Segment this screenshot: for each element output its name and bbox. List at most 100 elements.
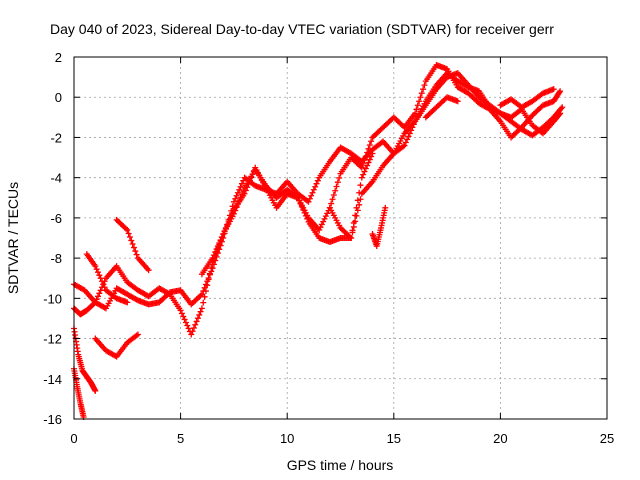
data-point-marker [348, 235, 355, 241]
series-9 [369, 204, 389, 250]
data-point-marker [309, 189, 316, 196]
data-point-marker [556, 89, 563, 96]
data-point-marker [559, 104, 566, 111]
data-point-marker [336, 174, 343, 181]
data-point-marker [125, 230, 132, 237]
x-tick-label: 20 [493, 431, 507, 446]
data-point-marker [360, 171, 367, 178]
data-point-marker [201, 293, 208, 300]
data-point-marker [128, 237, 135, 244]
data-point-marker [364, 149, 371, 156]
data-point-marker [356, 189, 363, 196]
data-point-marker [413, 106, 420, 113]
data-point-marker [96, 290, 103, 297]
data-point-marker [358, 164, 365, 171]
data-point-marker [293, 193, 300, 200]
data-point-marker [132, 248, 139, 255]
data-point-marker [361, 168, 368, 175]
data-point-marker [332, 187, 339, 194]
data-point-marker [361, 157, 368, 164]
x-tick-label: 10 [280, 431, 294, 446]
data-point-marker [208, 264, 215, 271]
data-point-marker [350, 219, 357, 226]
y-tick-label: 2 [55, 50, 62, 65]
data-point-marker [301, 209, 308, 216]
data-point-marker [122, 225, 129, 232]
axis-ticks: 0 5 10 15 20 25 -16 -14 -12 -10 -8 -6 -4 -2 0 2 [43, 50, 614, 446]
data-point-marker [313, 180, 320, 187]
series-2 [198, 70, 566, 278]
data-point-marker [182, 319, 189, 326]
plot-frame [73, 56, 608, 420]
data-point-marker [96, 272, 103, 279]
data-point-marker [129, 241, 136, 248]
data-point-marker [366, 156, 373, 163]
data-point-marker [362, 165, 369, 172]
data-point-marker [402, 139, 409, 146]
data-point-marker [202, 288, 209, 295]
data-point-marker [94, 269, 101, 276]
chart-title: Day 040 of 2023, Sidereal Day-to-day VTE… [50, 21, 554, 37]
x-tick-label: 15 [387, 431, 401, 446]
data-point-marker [192, 321, 199, 328]
series-0 [71, 70, 564, 312]
data-point-marker [365, 159, 372, 166]
data-point-marker [236, 197, 243, 204]
data-point-marker [238, 191, 245, 198]
y-tick-label: -6 [50, 211, 62, 226]
data-point-marker [97, 275, 104, 282]
data-point-marker [197, 308, 204, 315]
data-point-marker [214, 243, 221, 250]
data-point-marker [200, 299, 207, 306]
data-point-marker [126, 233, 133, 240]
series-1 [71, 62, 564, 338]
x-axis-label: GPS time / hours [287, 457, 394, 473]
series-5 [71, 365, 87, 420]
data-point-marker [237, 194, 244, 201]
data-point-marker [190, 324, 197, 331]
data-point-marker [321, 215, 328, 222]
data-point-marker [230, 198, 237, 205]
data-point-marker [238, 180, 245, 187]
data-point-marker [454, 98, 461, 105]
data-point-marker [418, 90, 425, 97]
y-tick-label: -10 [43, 291, 62, 306]
data-point-marker [124, 299, 131, 306]
data-point-marker [180, 313, 187, 320]
y-tick-label: -2 [50, 130, 62, 145]
data-point-marker [300, 206, 307, 213]
data-point-marker [368, 138, 375, 145]
data-point-marker [404, 136, 411, 143]
data-point-marker [329, 196, 336, 203]
data-point-marker [177, 307, 184, 314]
data-point-marker [401, 142, 408, 149]
data-point-marker [202, 281, 209, 288]
data-point-marker [133, 332, 140, 339]
data-point-marker [189, 328, 196, 335]
data-point-marker [328, 200, 335, 207]
series-3 [92, 331, 141, 360]
data-point-marker [181, 316, 188, 323]
data-point-marker [357, 196, 364, 203]
data-point-marker [304, 215, 311, 222]
data-point-marker [353, 204, 360, 211]
data-point-marker [98, 278, 105, 285]
data-point-marker [369, 150, 376, 157]
data-point-marker [416, 98, 423, 105]
data-point-marker [213, 246, 220, 253]
data-point-marker [296, 197, 303, 204]
data-point-marker [405, 133, 412, 140]
data-point-marker [352, 212, 359, 219]
data-point-marker [232, 195, 239, 202]
data-point-marker [124, 226, 131, 233]
data-point-marker [356, 201, 363, 208]
data-point-marker [184, 322, 191, 329]
data-point-marker [382, 204, 389, 211]
data-point-marker [233, 204, 240, 211]
data-point-marker [93, 266, 100, 273]
data-point-marker [294, 194, 301, 201]
data-point-marker [306, 195, 313, 202]
data-point-marker [94, 293, 101, 300]
data-point-marker [112, 352, 119, 359]
